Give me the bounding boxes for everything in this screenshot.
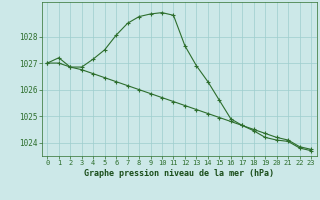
X-axis label: Graphe pression niveau de la mer (hPa): Graphe pression niveau de la mer (hPa) (84, 169, 274, 178)
